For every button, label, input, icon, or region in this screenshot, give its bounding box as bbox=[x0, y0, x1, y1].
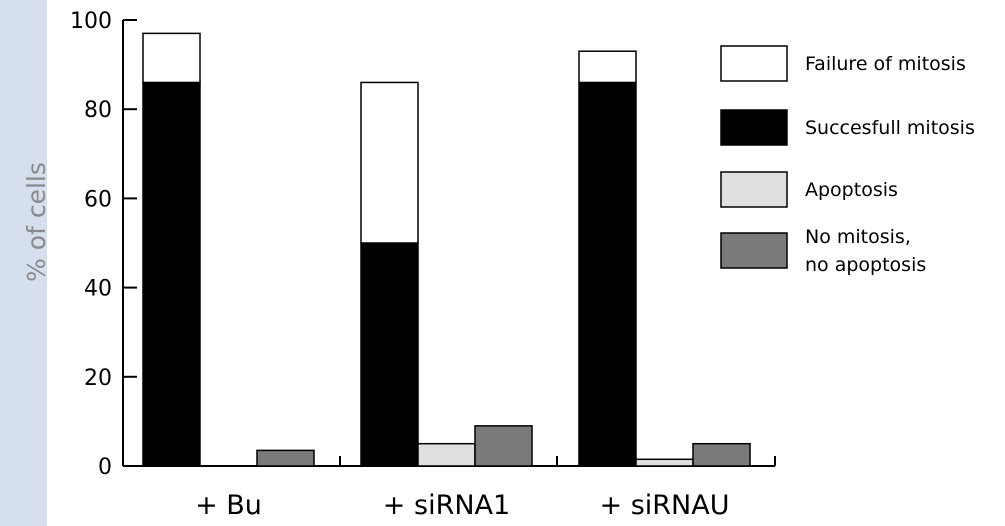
y-tick-label: 80 bbox=[84, 98, 112, 123]
y-tick-label: 0 bbox=[98, 455, 112, 480]
bar-failure-of-mitosis bbox=[360, 81, 419, 244]
legend-label: Failure of mitosis bbox=[805, 53, 966, 75]
legend-swatch bbox=[720, 109, 788, 146]
bar-apoptosis bbox=[417, 442, 476, 467]
bar-succesfull-mitosis bbox=[578, 81, 637, 467]
bar-failure-of-mitosis bbox=[142, 32, 201, 84]
category-label: + siRNA1 bbox=[383, 490, 510, 521]
y-tick-label: 100 bbox=[70, 9, 112, 34]
legend-label: no apoptosis bbox=[805, 254, 926, 276]
bar-succesfull-mitosis bbox=[360, 242, 419, 467]
y-axis-label: % of cells bbox=[22, 162, 51, 282]
legend-swatch bbox=[720, 171, 788, 208]
legend-label: Succesfull mitosis bbox=[805, 117, 975, 139]
bar-no-mitosis-no-apoptosis bbox=[474, 425, 533, 467]
legend-swatch bbox=[720, 232, 788, 269]
legend-swatch bbox=[720, 45, 788, 82]
y-tick-label: 60 bbox=[84, 187, 112, 212]
side-band bbox=[0, 0, 47, 526]
bar-no-mitosis-no-apoptosis bbox=[692, 442, 751, 467]
category-label: + Bu bbox=[195, 490, 262, 521]
bar-succesfull-mitosis bbox=[142, 81, 201, 467]
legend-label: Apoptosis bbox=[805, 179, 898, 201]
category-label: + siRNAU bbox=[600, 490, 730, 521]
bar-apoptosis bbox=[635, 458, 694, 467]
bar-failure-of-mitosis bbox=[578, 50, 637, 84]
bar-no-mitosis-no-apoptosis bbox=[256, 449, 315, 467]
y-tick-label: 40 bbox=[84, 277, 112, 302]
y-tick-label: 20 bbox=[84, 366, 112, 391]
legend-label: No mitosis, bbox=[805, 226, 911, 248]
